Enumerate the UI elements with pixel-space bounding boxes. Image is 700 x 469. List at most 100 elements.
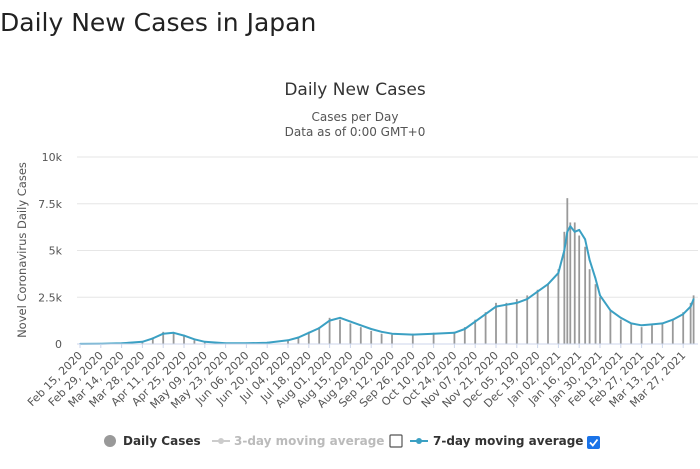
legend: Daily Cases 3-day moving average 7-day m… (104, 434, 600, 449)
bar (682, 312, 685, 344)
ma7-point (584, 238, 587, 241)
ma7-point (318, 327, 321, 330)
bar (328, 317, 331, 344)
chart-subtitle-line-2: Data as of 0:00 GMT+0 (285, 125, 426, 139)
bar (474, 319, 477, 344)
bar (526, 295, 529, 344)
bar (151, 337, 154, 344)
ma7-point (203, 340, 206, 343)
bar (689, 302, 692, 344)
legend-marker-7-day-ma (416, 438, 422, 444)
ma7-point (640, 324, 643, 327)
ma7-point (484, 313, 487, 315)
bar (692, 295, 695, 344)
ma7-point (573, 230, 576, 233)
y-tick-label: 0 (55, 338, 62, 351)
y-tick-label: 2.5k (38, 291, 62, 304)
legend-item-daily-cases[interactable]: Daily Cases (104, 434, 201, 448)
bar (505, 302, 508, 344)
ma7-point (411, 333, 414, 336)
bar (203, 342, 206, 344)
bar (495, 302, 497, 344)
bar (578, 235, 581, 344)
ma7-point (630, 322, 633, 325)
ma7-point (563, 249, 566, 252)
bar (318, 327, 321, 344)
ma7-point (515, 301, 518, 304)
ma7-point (474, 320, 477, 323)
bar (630, 323, 633, 344)
ma7-point (671, 318, 674, 321)
ma7-point (682, 313, 685, 315)
bar (671, 319, 674, 344)
bar (547, 284, 549, 344)
checkbox-3-day-ma[interactable] (389, 434, 403, 448)
page-title: Daily New Cases in Japan (0, 8, 317, 37)
ma7-line (79, 225, 695, 345)
checkmark-icon (589, 438, 599, 447)
ma7-point (547, 283, 549, 286)
ma7-point (370, 328, 373, 330)
y-axis-ticks: 0 2.5k 5k 7.5k 10k (38, 151, 62, 351)
bar (193, 340, 196, 344)
bar (569, 222, 572, 344)
ma7-point (183, 334, 185, 337)
bar (349, 323, 352, 344)
ma7-line-group (79, 225, 695, 345)
bar (359, 327, 362, 344)
ma7-point (661, 322, 664, 325)
ma7-point (307, 331, 310, 334)
y-tick-label: 10k (42, 151, 63, 164)
bar (307, 331, 310, 344)
bar (391, 334, 393, 344)
bar (557, 269, 560, 344)
ma7-point (689, 305, 692, 308)
bar (563, 231, 566, 344)
ma7-point (349, 320, 352, 323)
bar (536, 289, 539, 344)
legend-label-3-day-ma: 3-day moving average (234, 434, 384, 448)
checkbox-7-day-ma[interactable] (587, 436, 600, 449)
bar (432, 332, 435, 344)
ma7-point (297, 336, 300, 339)
ma7-point (609, 309, 612, 312)
bar (566, 198, 569, 344)
legend-item-3-day-ma[interactable]: 3-day moving average (212, 434, 384, 448)
bar (640, 327, 643, 344)
bar (609, 310, 612, 344)
bar (619, 319, 622, 344)
bar (453, 331, 456, 344)
ma7-point (151, 337, 154, 340)
ma7-point (432, 332, 435, 335)
ma7-point (619, 316, 622, 319)
legend-label-7-day-ma: 7-day moving average (433, 434, 583, 448)
ma7-point (172, 331, 175, 334)
ma7-point (599, 294, 601, 297)
checkbox-7-day-ma-box (587, 436, 600, 449)
ma7-point (594, 277, 597, 280)
ma7-point (463, 328, 466, 330)
y-tick-label: 7.5k (38, 198, 62, 211)
legend-label-daily-cases: Daily Cases (123, 434, 201, 448)
legend-item-7-day-ma[interactable]: 7-day moving average (410, 434, 583, 448)
bar (599, 297, 601, 344)
bar (515, 299, 518, 344)
ma7-point (453, 331, 456, 334)
y-tick-label: 5k (49, 245, 63, 258)
ma7-point (266, 341, 269, 344)
ma7-point (193, 338, 196, 341)
ma7-point (505, 303, 508, 306)
ma7-point (588, 258, 591, 261)
chart-title: Daily New Cases (284, 80, 426, 100)
chart-subtitle-line-1: Cases per Day (312, 110, 399, 124)
bar (411, 333, 414, 344)
bar (651, 325, 653, 344)
ma7-point (162, 332, 165, 335)
ma7-point (141, 340, 144, 343)
legend-marker-3-day-ma (218, 438, 224, 444)
gridlines (77, 156, 698, 298)
ma7-point (536, 290, 539, 293)
bar (172, 332, 175, 344)
bar (339, 319, 341, 344)
ma7-point (526, 298, 529, 301)
